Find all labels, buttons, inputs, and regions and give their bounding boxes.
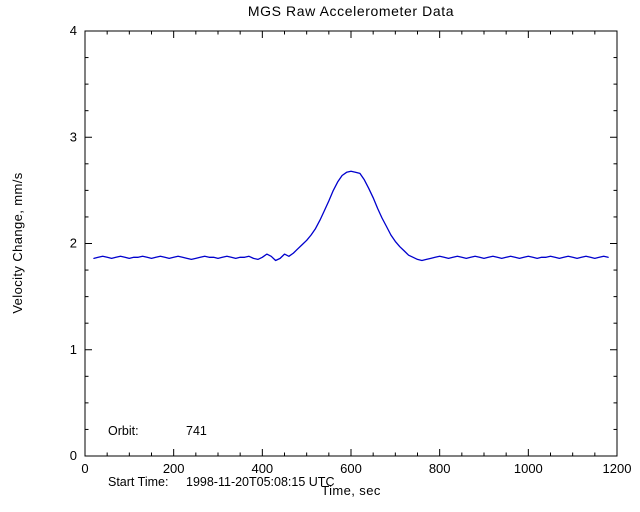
y-tick-label: 2 xyxy=(70,236,77,251)
x-tick-label: 600 xyxy=(340,461,362,476)
x-tick-label: 1200 xyxy=(603,461,632,476)
annotation-start-label: Start Time: xyxy=(108,475,169,489)
y-axis-label: Velocity Change, mm/s xyxy=(10,172,25,313)
x-tick-label: 200 xyxy=(163,461,185,476)
data-series-line xyxy=(93,170,609,262)
x-tick-label: 400 xyxy=(251,461,273,476)
x-axis-label: Time, sec xyxy=(321,483,381,498)
chart-title: MGS Raw Accelerometer Data xyxy=(248,3,454,19)
x-tick-label: 800 xyxy=(429,461,451,476)
y-tick-label: 0 xyxy=(70,448,77,463)
y-tick-label: 4 xyxy=(70,23,77,38)
annotation-orbit-value: 741 xyxy=(186,424,207,438)
y-tick-label: 3 xyxy=(70,129,77,144)
annotation-block: Orbit: 741 Start Time: 1998-11-20T05:08:15… xyxy=(108,389,334,512)
annotation-start-value: 1998-11-20T05:08:15 UTC xyxy=(186,475,335,489)
x-tick-label: 0 xyxy=(81,461,88,476)
annotation-orbit-label: Orbit: xyxy=(108,424,139,438)
x-tick-label: 1000 xyxy=(514,461,543,476)
annotation-start-time: Start Time: 1998-11-20T05:08:15 UTC xyxy=(108,474,334,491)
annotation-orbit: Orbit: 741 xyxy=(108,423,334,440)
axes-layer: 0 200 400 600 800 1000 1200 0 1 2 3 4 xyxy=(70,23,632,476)
y-tick-label: 1 xyxy=(70,342,77,357)
